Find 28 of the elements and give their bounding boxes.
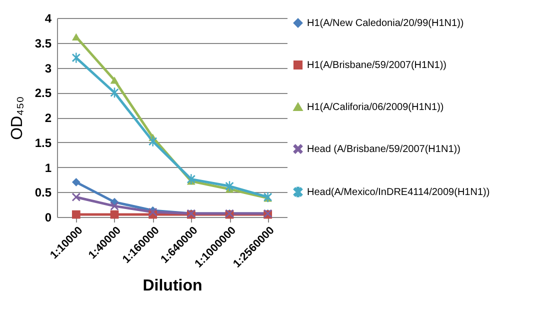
point <box>110 210 119 219</box>
point <box>72 52 80 63</box>
point <box>72 210 80 219</box>
y-tick-label: 1 <box>44 160 52 175</box>
y-tick-label: 1.5 <box>34 136 52 150</box>
legend-label: Head(A/Mexico/InDRE4114/2009(H1N1)) <box>307 187 490 198</box>
point <box>110 76 119 84</box>
point <box>186 174 196 184</box>
y-tick-label: 3 <box>44 61 52 76</box>
y-tick-label: 0 <box>44 210 52 224</box>
x-axis-title: Dilution <box>142 277 202 294</box>
point <box>225 181 234 192</box>
y-tick-label: 3.5 <box>34 36 52 50</box>
legend-label: H1(A/Califoria/06/2009(H1N1)) <box>307 102 444 113</box>
y-axis-title: OD₄₅₀ <box>8 96 26 140</box>
y-tick-label: 4 <box>44 12 52 26</box>
point <box>148 136 158 146</box>
legend-label: Head (A/Brisbane/59/2007(H1N1)) <box>307 144 460 155</box>
point <box>110 88 119 98</box>
legend-label: H1(A/Brisbane/59/2007(H1N1)) <box>307 60 447 71</box>
y-tick-label: 0.5 <box>34 186 52 200</box>
legend-label: H1(A/New Caledonia/20/99(H1N1)) <box>307 18 464 29</box>
point <box>72 192 80 202</box>
y-tick-label: 2 <box>44 111 52 125</box>
point <box>72 178 80 186</box>
y-tick-label: 2.5 <box>34 86 52 100</box>
point <box>72 33 80 41</box>
point <box>110 202 119 210</box>
